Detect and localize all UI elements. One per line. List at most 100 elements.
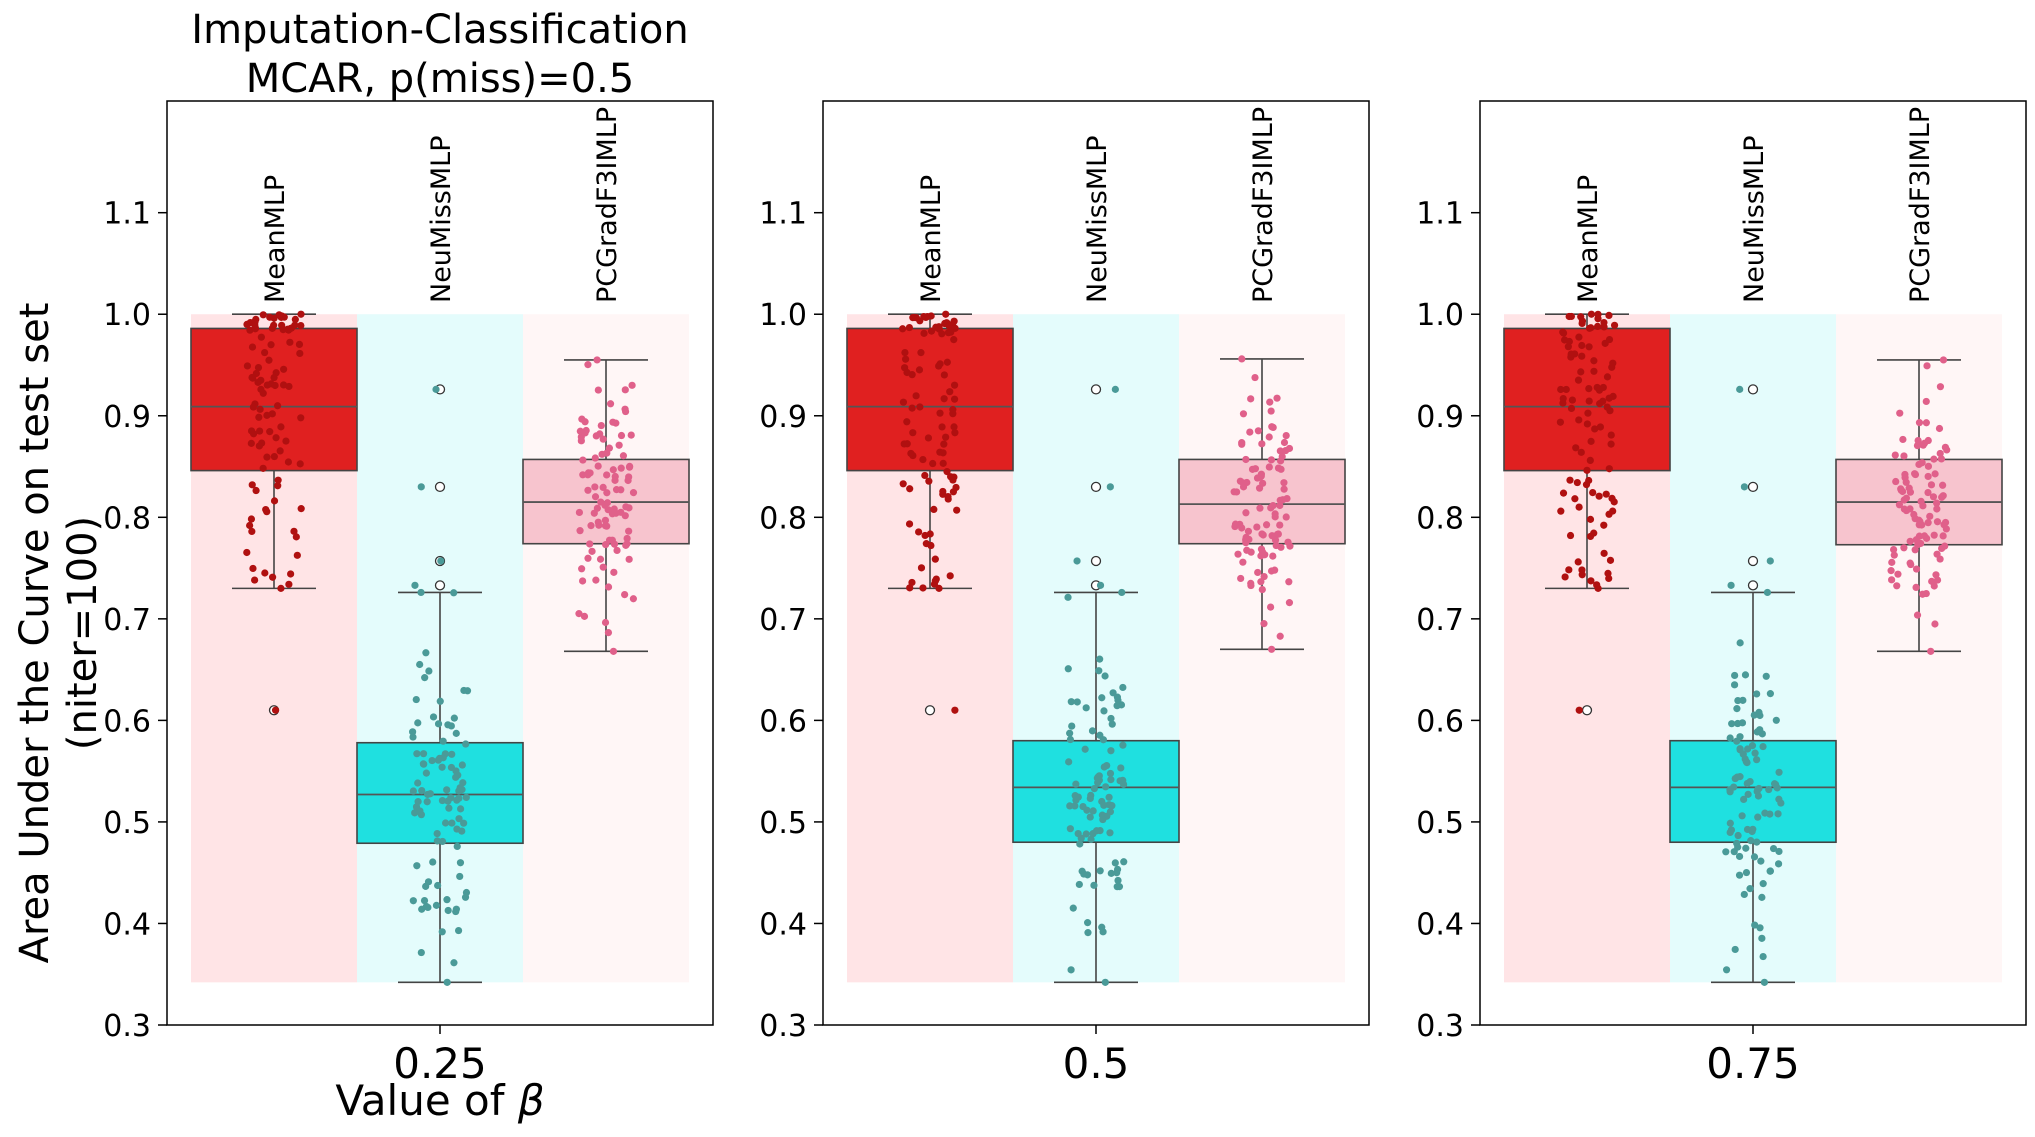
data-point-MeanMLP: [943, 468, 951, 476]
data-point-PCGradF3IMLP: [1900, 544, 1908, 552]
data-point-MeanMLP: [249, 430, 258, 438]
data-point-MeanMLP: [927, 327, 936, 335]
data-point-NeuMissMLP: [1753, 756, 1761, 764]
outlier-NeuMissMLP-3: [434, 580, 446, 591]
data-point-NeuMissMLP: [1774, 860, 1783, 868]
data-point-PCGradF3IMLP: [603, 489, 611, 497]
data-point-PCGradF3IMLP: [1933, 550, 1941, 558]
data-point-MeanMLP: [1566, 476, 1574, 484]
data-point-NeuMissMLP: [1772, 780, 1780, 789]
x-tick-label-0.5: 0.5: [1063, 1039, 1130, 1088]
data-point-PCGradF3IMLP: [1896, 409, 1904, 417]
data-point-MeanMLP: [270, 373, 278, 382]
data-point-MeanMLP: [1587, 324, 1595, 332]
data-point-PCGradF3IMLP: [609, 466, 617, 474]
data-point-MeanMLP: [1605, 311, 1613, 320]
data-point-MeanMLP: [1594, 315, 1602, 323]
data-point-MeanMLP: [270, 452, 278, 461]
data-point-NeuMissMLP: [1102, 783, 1110, 791]
data-point-PCGradF3IMLP: [1283, 494, 1291, 503]
data-point-MeanMLP: [1577, 448, 1585, 456]
data-point-MeanMLP: [915, 366, 924, 374]
data-point-PCGradF3IMLP: [601, 516, 610, 524]
data-point-PCGradF3IMLP: [1899, 435, 1907, 444]
data-point-NeuMissMLP: [1758, 893, 1766, 901]
data-point-MeanMLP: [1600, 521, 1608, 529]
data-point-MeanMLP: [1593, 322, 1602, 330]
data-point-PCGradF3IMLP: [1939, 492, 1947, 500]
data-point-NeuMissMLP: [1734, 719, 1742, 728]
data-point-PCGradF3IMLP: [1268, 532, 1276, 540]
data-point-MeanMLP: [1567, 312, 1575, 321]
data-point-PCGradF3IMLP: [612, 486, 621, 494]
data-point-MeanMLP: [953, 506, 961, 514]
data-point-NeuMissMLP: [409, 787, 417, 795]
data-point-PCGradF3IMLP: [1261, 551, 1269, 559]
data-point-NeuMissMLP: [1111, 385, 1119, 393]
data-point-PCGradF3IMLP: [603, 522, 611, 530]
data-point-MeanMLP: [947, 328, 955, 336]
data-point-NeuMissMLP: [1742, 844, 1750, 852]
data-point-MeanMLP: [1585, 343, 1593, 351]
data-point-MeanMLP: [246, 326, 254, 334]
data-point-PCGradF3IMLP: [579, 577, 587, 585]
y-tick-label: 1.0: [759, 298, 807, 333]
data-point-PCGradF3IMLP: [1930, 531, 1938, 539]
data-point-PCGradF3IMLP: [592, 432, 600, 440]
data-point-NeuMissMLP: [426, 790, 434, 798]
data-point-PCGradF3IMLP: [1267, 645, 1276, 653]
data-point-MeanMLP: [935, 584, 943, 592]
data-point-MeanMLP: [1583, 420, 1591, 428]
data-point-NeuMissMLP: [462, 793, 470, 802]
data-point-MeanMLP: [905, 323, 914, 332]
data-point-MeanMLP: [256, 405, 264, 413]
data-point-PCGradF3IMLP: [1922, 397, 1930, 406]
data-point-PCGradF3IMLP: [1265, 433, 1273, 441]
data-point-MeanMLP: [286, 338, 294, 346]
data-point-NeuMissMLP: [1081, 745, 1089, 753]
data-point-PCGradF3IMLP: [1274, 530, 1282, 538]
data-point-NeuMissMLP: [1742, 868, 1751, 877]
x-axis-label-prefix: Value of: [335, 1076, 518, 1125]
data-point-PCGradF3IMLP: [575, 610, 583, 618]
data-point-NeuMissMLP: [1107, 869, 1115, 877]
data-point-MeanMLP: [1600, 549, 1608, 557]
data-point-PCGradF3IMLP: [584, 471, 592, 479]
data-point-NeuMissMLP: [1069, 904, 1077, 912]
data-point-MeanMLP: [950, 336, 958, 344]
y-tick-label: 1.1: [759, 197, 807, 232]
data-point-PCGradF3IMLP: [588, 547, 596, 555]
data-point-NeuMissMLP: [1730, 681, 1739, 689]
data-point-NeuMissMLP: [1106, 829, 1114, 837]
data-point-MeanMLP: [1610, 321, 1619, 329]
data-point-PCGradF3IMLP: [603, 471, 611, 479]
data-point-PCGradF3IMLP: [612, 419, 620, 427]
data-point-NeuMissMLP: [1728, 720, 1736, 728]
data-point-MeanMLP: [287, 570, 295, 578]
data-point-NeuMissMLP: [447, 794, 455, 802]
data-point-MeanMLP: [1605, 574, 1613, 583]
data-point-NeuMissMLP: [456, 872, 464, 881]
data-point-NeuMissMLP: [428, 756, 436, 765]
data-point-MeanMLP: [246, 521, 254, 530]
data-point-MeanMLP: [248, 481, 256, 489]
data-point-PCGradF3IMLP: [1284, 538, 1292, 546]
x-tick-label-0.75: 0.75: [1706, 1039, 1800, 1088]
data-point-NeuMissMLP: [1072, 780, 1080, 788]
data-point-NeuMissMLP: [1736, 385, 1744, 393]
data-point-NeuMissMLP: [452, 729, 460, 737]
data-point-NeuMissMLP: [409, 897, 417, 905]
data-point-NeuMissMLP: [417, 948, 425, 957]
data-point-NeuMissMLP: [1757, 857, 1765, 865]
data-point-PCGradF3IMLP: [1272, 541, 1280, 550]
data-point-MeanMLP: [939, 449, 947, 457]
data-point-MeanMLP: [279, 326, 287, 334]
y-tick-label: 0.7: [103, 603, 151, 638]
chart-title-line-2: MCAR, p(miss)=0.5: [246, 56, 635, 102]
data-point-NeuMissMLP: [457, 805, 465, 813]
data-point-NeuMissMLP: [1073, 557, 1081, 565]
series-label-PCGradF3IMLP: PCGradF3IMLP: [1905, 107, 1936, 303]
data-point-PCGradF3IMLP: [1912, 536, 1920, 544]
data-point-PCGradF3IMLP: [1280, 485, 1288, 493]
data-point-MeanMLP: [1587, 310, 1596, 318]
